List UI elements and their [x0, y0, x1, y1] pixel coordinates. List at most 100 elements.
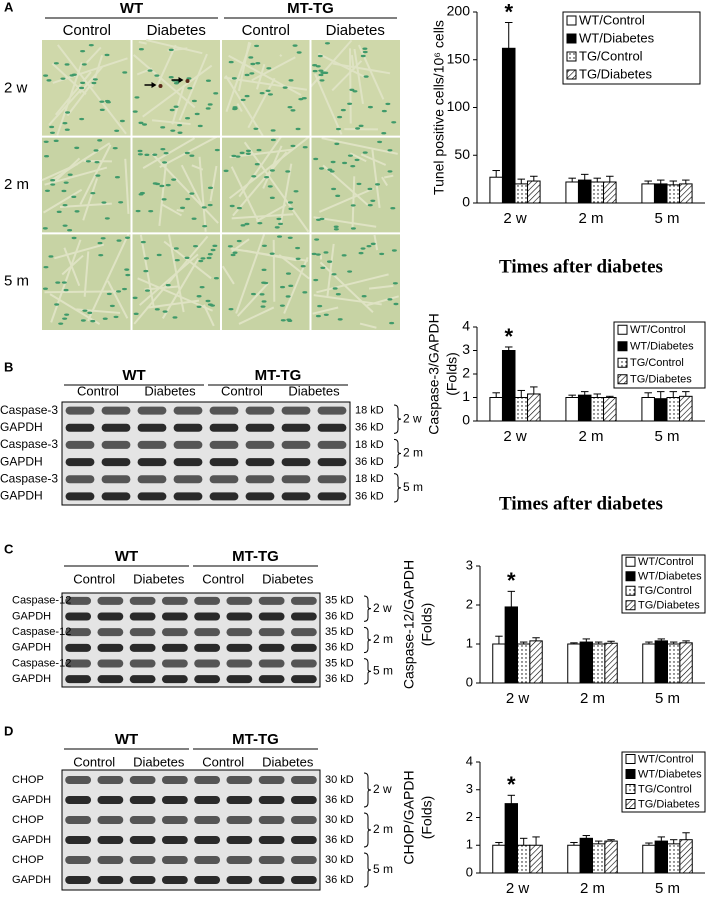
band: [258, 659, 285, 668]
bar: [567, 643, 581, 684]
nucleus: [362, 50, 368, 54]
nucleus: [295, 246, 301, 250]
y-tick-label: 2: [466, 809, 473, 824]
band: [258, 836, 285, 844]
nucleus: [355, 127, 361, 130]
nucleus: [255, 62, 261, 65]
nucleus: [332, 287, 338, 290]
nucleus: [69, 74, 75, 77]
band: [317, 406, 347, 415]
band-size: 36 kD: [325, 834, 354, 846]
nucleus: [67, 173, 73, 176]
nucleus: [286, 318, 292, 321]
nucleus: [42, 227, 48, 230]
time-label: 2 w: [373, 601, 392, 615]
nucleus: [61, 281, 67, 284]
nucleus: [390, 207, 396, 210]
bar: [567, 844, 581, 874]
nucleus: [152, 182, 158, 185]
bar: [504, 606, 518, 684]
nucleus: [50, 183, 56, 186]
lane-label: GAPDH: [12, 834, 51, 846]
y-tick-label: 2: [466, 596, 473, 611]
nucleus: [320, 266, 326, 270]
band: [290, 836, 317, 844]
nucleus: [165, 283, 171, 287]
bar: [653, 398, 668, 422]
bar: [679, 839, 693, 874]
nucleus: [187, 87, 193, 90]
band-size: 18 kD: [355, 439, 384, 451]
nucleus: [163, 151, 169, 155]
nucleus: [205, 79, 211, 82]
band-size: 36 kD: [325, 642, 354, 654]
band-size: 36 kD: [325, 610, 354, 622]
nucleus: [285, 170, 291, 173]
nucleus: [74, 210, 80, 213]
band: [194, 836, 221, 844]
nucleus: [140, 240, 146, 244]
nucleus: [250, 292, 256, 296]
nucleus: [133, 312, 139, 316]
nucleus: [261, 244, 267, 247]
band-size: 30 kD: [325, 854, 354, 866]
nucleus: [244, 94, 250, 98]
band: [226, 675, 253, 684]
nucleus: [58, 322, 64, 325]
nucleus: [156, 253, 162, 257]
nucleus: [135, 209, 141, 213]
time-label: 2 m: [373, 632, 393, 646]
bar: [642, 844, 656, 874]
band: [194, 643, 221, 652]
nucleus: [173, 105, 179, 108]
x-tick-label: 5 m: [654, 428, 679, 445]
nucleus: [375, 183, 381, 186]
nucleus: [99, 108, 105, 112]
nucleus: [259, 293, 265, 296]
fiber: [54, 243, 105, 260]
apoptotic-cell: [158, 84, 163, 88]
brace: [363, 595, 372, 622]
nucleus: [88, 43, 94, 47]
nucleus: [205, 299, 211, 303]
nucleus: [99, 100, 105, 103]
nucleus: [63, 181, 69, 184]
nucleus: [315, 253, 321, 256]
fiber: [243, 141, 310, 233]
nucleus: [132, 296, 138, 300]
group-header: MT-TG: [232, 731, 279, 748]
band: [97, 836, 124, 844]
column-header: Control: [63, 22, 111, 39]
fiber: [231, 238, 250, 253]
band: [258, 612, 285, 621]
bar: [667, 643, 681, 684]
fiber: [357, 44, 385, 100]
fiber: [236, 103, 243, 113]
band: [101, 423, 131, 432]
nucleus: [387, 170, 393, 173]
nucleus: [314, 238, 320, 241]
legend-swatch: [625, 571, 636, 582]
fiber: [49, 293, 101, 325]
nucleus: [320, 71, 326, 74]
apoptotic-cell: [185, 79, 190, 83]
nucleus: [227, 245, 233, 248]
nucleus: [330, 160, 336, 164]
band: [137, 406, 167, 415]
band: [194, 856, 221, 864]
nucleus: [379, 252, 385, 256]
band: [129, 628, 156, 637]
bar: [492, 844, 506, 874]
nucleus: [124, 236, 130, 239]
nucleus: [232, 106, 238, 109]
fiber: [228, 54, 302, 96]
bar: [592, 843, 606, 874]
bar: [666, 397, 681, 422]
lane-label: GAPDH: [12, 642, 51, 654]
bar: [529, 844, 543, 874]
fiber: [167, 234, 185, 313]
nucleus: [317, 54, 323, 58]
nucleus: [232, 251, 238, 254]
brace: [393, 404, 402, 434]
band: [129, 796, 156, 804]
